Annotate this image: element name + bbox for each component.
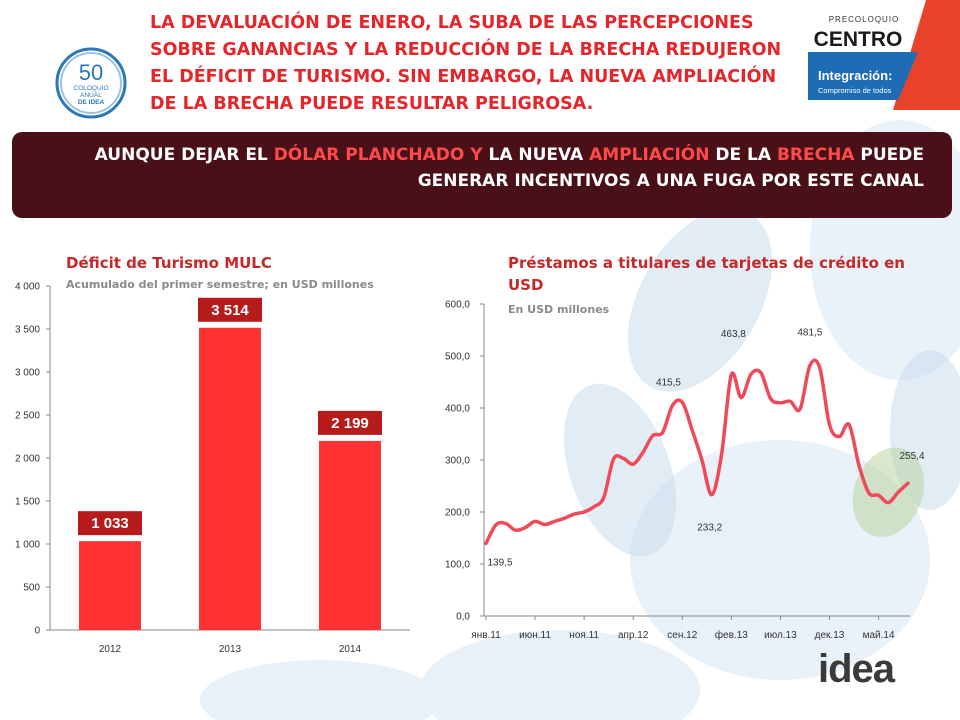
bar-y-tick-label: 1 000	[15, 540, 40, 551]
line-x-tick-label: ноя.11	[569, 630, 599, 641]
bar-x-tick-label: 2013	[219, 644, 242, 655]
line-y-tick-label: 600,0	[445, 300, 470, 311]
bar-2014	[319, 440, 381, 630]
bar-y-tick-label: 2 500	[15, 411, 40, 422]
bar-data-label-box	[198, 297, 262, 322]
line-data-label: 255,4	[899, 451, 924, 462]
line-y-tick-label: 200,0	[445, 508, 470, 519]
banner-line-2: GENERAR INCENTIVOS A UNA FUGA POR ESTE C…	[417, 171, 924, 191]
line-y-tick-label: 100,0	[445, 560, 470, 571]
svg-text:DE IDEA: DE IDEA	[78, 99, 105, 106]
bar-y-tick-label: 3 500	[15, 325, 40, 336]
credit-card-loans-line-chart: 0,0 100,0 200,0 300,0 400,0 500,0 600,0 янв.11 и…	[445, 300, 925, 642]
line-x-tick-label: май.14	[863, 630, 895, 641]
logo-number: 50	[79, 60, 103, 85]
bar-y-tick-label: 4 000	[15, 282, 40, 293]
line-x-tick-label: июл.13	[764, 630, 797, 641]
coloquio-50-logo: 50 COLOQUIO ANUAL DE IDEA	[55, 47, 127, 119]
bar-data-label: 2 199	[331, 415, 369, 432]
line-x-tick-label: июн.11	[519, 630, 551, 641]
bar-y-tick-label: 2 000	[15, 454, 40, 465]
line-data-label: 481,5	[797, 328, 822, 339]
line-data-label: 463,8	[721, 329, 746, 340]
banner-line-1: AUNQUE DEJAR EL DÓLAR PLANCHADO Y LA NUE…	[94, 145, 924, 165]
svg-text:PRECOLOQUIO: PRECOLOQUIO	[829, 15, 900, 24]
bar-x-tick-label: 2012	[99, 644, 122, 655]
svg-text:idea: idea	[818, 650, 896, 686]
line-x-tick-label: сен.12	[667, 630, 697, 641]
bar-x-tick-label: 2014	[339, 644, 362, 655]
line-x-tick-label: апр.12	[618, 630, 649, 641]
svg-text:COLOQUIO: COLOQUIO	[73, 85, 108, 92]
bar-y-tick-label: 1 500	[15, 497, 40, 508]
line-y-tick-label: 400,0	[445, 404, 470, 415]
bar-chart-title: Déficit de Turismo MULC	[66, 254, 272, 272]
bar-y-tick-label: 3 000	[15, 368, 40, 379]
tourism-deficit-bar-chart: 0 500 1 000 1 500 2 000 2 500 3 000 3 500 4 000 2…	[15, 282, 410, 655]
bar-data-label: 1 033	[91, 515, 129, 532]
precoloquio-centro-logo: PRECOLOQUIO CENTRO Integración: Compromi…	[808, 0, 960, 110]
page-headline: LA DEVALUACIÓN DE ENERO, LA SUBA DE LAS …	[150, 13, 782, 114]
line-y-tick-label: 500,0	[445, 352, 470, 363]
bar-y-tick-label: 500	[23, 583, 40, 594]
bar-2012	[79, 541, 141, 630]
bar-data-label: 3 514	[211, 302, 249, 319]
credit-card-loans-line	[484, 358, 910, 546]
svg-text:ANUAL: ANUAL	[80, 92, 102, 99]
svg-text:CENTRO: CENTRO	[814, 28, 903, 51]
svg-text:Compromiso de todos: Compromiso de todos	[818, 86, 892, 95]
bar-y-tick-label: 0	[34, 626, 40, 637]
svg-text:Integración:: Integración:	[818, 68, 892, 83]
bar-chart-subtitle: Acumulado del primer semestre; en USD mi…	[66, 278, 374, 291]
key-message-banner: AUNQUE DEJAR EL DÓLAR PLANCHADO Y LA NUE…	[12, 132, 952, 218]
line-y-tick-label: 0,0	[456, 612, 470, 623]
line-chart-title: Préstamos a titulares de tarjetas de cré…	[508, 254, 905, 294]
line-x-tick-label: фев.13	[715, 629, 748, 641]
bar-2013	[199, 327, 261, 630]
bar-data-label-box	[318, 410, 382, 435]
line-x-tick-label: дек.13	[815, 630, 845, 641]
line-chart-subtitle: En USD millones	[508, 303, 610, 316]
idea-logo: idea	[818, 650, 897, 686]
highlight-ellipse	[852, 447, 924, 538]
line-data-label: 415,5	[656, 377, 681, 388]
line-data-label: 233,2	[697, 523, 722, 534]
line-x-tick-label: янв.11	[471, 630, 501, 641]
line-data-label: 139,5	[487, 557, 512, 568]
line-y-tick-label: 300,0	[445, 456, 470, 467]
bar-data-label-box	[78, 511, 142, 536]
